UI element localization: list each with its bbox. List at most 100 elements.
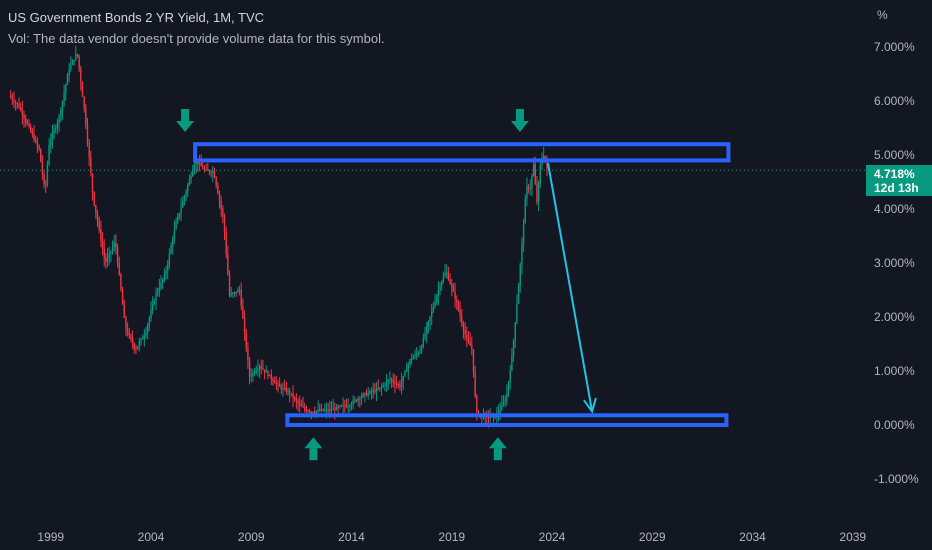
candle-body	[273, 381, 276, 384]
candle-body	[75, 54, 77, 60]
y-tick-label: 1.000%	[874, 364, 915, 378]
candle-body	[519, 265, 521, 285]
last-price-value: 4.718%	[874, 167, 915, 181]
candle-body	[238, 290, 241, 292]
candle-body	[302, 406, 304, 408]
candle-body	[110, 250, 112, 253]
candle-body	[126, 329, 129, 334]
candle-body	[359, 398, 361, 400]
candle-body	[531, 175, 533, 189]
candle-body	[213, 171, 216, 178]
candle-body	[233, 291, 236, 293]
candle-body	[312, 411, 314, 413]
x-tick-label: 2034	[739, 530, 766, 544]
candle-body	[267, 371, 269, 377]
candle-body	[85, 108, 87, 126]
candle-body	[399, 384, 401, 388]
candle-body	[424, 333, 426, 338]
support-zone-box	[285, 413, 729, 427]
time-axis[interactable]: 1999 2004 2009 2014 2019 2024 2029 2034 2039	[37, 530, 866, 544]
candle-body	[452, 287, 455, 292]
x-tick-label: 2004	[138, 530, 165, 544]
arrow-shaft	[181, 108, 190, 121]
price-axis[interactable]: 7.000% 6.000% 5.000% 4.000% 3.000% 2.000% 1.00…	[874, 40, 919, 486]
candle-body	[447, 272, 450, 280]
x-tick-label: 1999	[37, 530, 64, 544]
candle-body	[514, 322, 516, 341]
candle-body	[377, 388, 379, 390]
candle-body	[322, 409, 324, 411]
candle-body	[153, 300, 156, 305]
candle-body	[48, 145, 50, 165]
candle-body	[248, 360, 251, 377]
candle-body	[150, 310, 152, 319]
candle-body	[283, 388, 286, 390]
candle-body	[250, 375, 252, 377]
candle-body	[133, 343, 135, 349]
arrow-shaft	[309, 448, 318, 461]
candle-body	[499, 409, 501, 413]
candle-body	[436, 295, 438, 303]
candle-body	[437, 289, 440, 296]
candle-body	[195, 160, 197, 165]
bar-countdown: 12d 13h	[874, 181, 919, 195]
candle-body	[467, 338, 470, 342]
candle-body	[299, 403, 301, 406]
candle-body	[90, 156, 92, 174]
unit-label: %	[877, 8, 888, 22]
candle-body	[305, 408, 308, 411]
candle-body	[263, 369, 266, 373]
candle-body	[51, 133, 54, 141]
candle-body	[330, 409, 333, 411]
arrow-head	[176, 120, 195, 132]
candle-body	[165, 271, 167, 275]
x-tick-label: 2024	[539, 530, 566, 544]
arrow-head	[488, 437, 507, 449]
candle-body	[280, 386, 283, 390]
candle-body	[228, 274, 231, 296]
candle-body	[108, 252, 110, 258]
candle-body	[212, 171, 214, 173]
candle-body	[427, 321, 430, 327]
candle-body	[314, 412, 316, 414]
candle-body	[404, 371, 406, 377]
candle-body	[240, 290, 242, 306]
candle-body	[61, 101, 64, 111]
candle-body	[370, 391, 373, 393]
candle-body	[187, 185, 189, 192]
candle-body	[125, 317, 127, 330]
candle-body	[459, 309, 461, 317]
candle-body	[163, 274, 166, 280]
candle-body	[225, 232, 227, 255]
candle-body	[258, 366, 261, 370]
candle-body	[442, 276, 445, 282]
y-tick-label: 5.000%	[874, 148, 915, 162]
candle-body	[541, 160, 543, 165]
candle-body	[350, 404, 353, 407]
candle-body	[369, 391, 371, 394]
x-tick-label: 2029	[639, 530, 666, 544]
candle-body	[95, 204, 97, 214]
candle-body	[33, 134, 35, 141]
candle-body	[217, 185, 219, 194]
candle-body	[168, 253, 171, 264]
candle-body	[128, 333, 130, 336]
candle-body	[36, 141, 39, 146]
candle-body	[178, 213, 181, 217]
resistance-zone-box	[193, 142, 731, 163]
candle-body	[414, 354, 416, 357]
candle-body	[28, 123, 30, 127]
candle-body	[31, 131, 34, 135]
candle-body	[113, 242, 115, 247]
y-tick-label: 4.000%	[874, 202, 915, 216]
candle-body	[432, 306, 435, 312]
candle-body	[155, 293, 157, 301]
candle-body	[461, 316, 463, 324]
candle-body	[364, 393, 366, 395]
candle-body	[38, 145, 40, 150]
candle-body	[526, 186, 528, 199]
candle-body	[382, 384, 384, 387]
candle-body	[320, 409, 323, 411]
y-tick-label: 0.000%	[874, 418, 915, 432]
